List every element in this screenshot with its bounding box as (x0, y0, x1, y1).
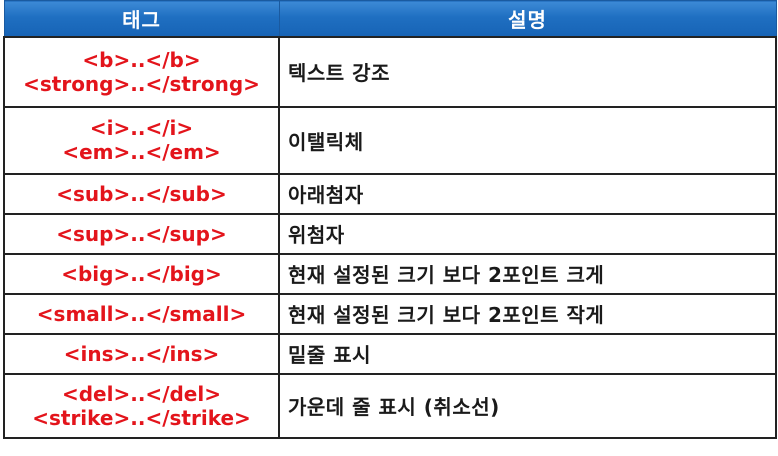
tag-code: <big>..</big> (61, 261, 222, 286)
tag-code: <sub>..</sub> (56, 181, 227, 206)
tag-code: <em>..</em> (62, 140, 221, 164)
table-body: <b>..</b> <strong>..</strong> 텍스트 강조 <i>… (3, 35, 777, 439)
tag-code: <sup>..</sup> (56, 221, 227, 246)
table-row: <ins>..</ins> 밑줄 표시 (3, 332, 777, 375)
description-cell: 밑줄 표시 (278, 332, 777, 375)
description-cell: 위첨자 (278, 212, 777, 255)
table-row: <i>..</i> <em>..</em> 이탤릭체 (3, 105, 777, 175)
description-cell: 현재 설정된 크기 보다 2포인트 크게 (278, 252, 777, 295)
tag-code: <ins>..</ins> (63, 341, 220, 366)
tag-code: <i>..</i> (89, 116, 194, 140)
tag-cell: <del>..</del> <strike>..</strike> (3, 372, 280, 439)
table-row: <b>..</b> <strong>..</strong> 텍스트 강조 (3, 35, 777, 108)
tag-cell: <i>..</i> <em>..</em> (3, 105, 280, 175)
description-cell: 현재 설정된 크기 보다 2포인트 작게 (278, 292, 777, 335)
description-cell: 이탤릭체 (278, 105, 777, 175)
tag-cell: <sub>..</sub> (3, 172, 280, 215)
tag-cell: <b>..</b> <strong>..</strong> (3, 35, 280, 108)
tag-code: <del>..</del> (61, 381, 221, 406)
description-cell: 가운데 줄 표시 (취소선) (278, 372, 777, 439)
tag-code: <strong>..</strong> (23, 71, 260, 96)
table-row: <del>..</del> <strike>..</strike> 가운데 줄 … (3, 372, 777, 439)
tag-cell: <small>..</small> (3, 292, 280, 335)
table-row: <big>..</big> 현재 설정된 크기 보다 2포인트 크게 (3, 252, 777, 295)
tag-code: <b>..</b> (82, 47, 201, 72)
header-tag: 태그 (3, 0, 280, 37)
tag-cell: <sup>..</sup> (3, 212, 280, 255)
tag-code: <strike>..</strike> (32, 405, 251, 430)
html-tag-table: 태그 설명 <b>..</b> <strong>..</strong> 텍스트 … (3, 0, 777, 439)
table-header: 태그 설명 (3, 0, 777, 37)
table-row: <small>..</small> 현재 설정된 크기 보다 2포인트 작게 (3, 292, 777, 335)
description-cell: 아래첨자 (278, 172, 777, 215)
table-row: <sup>..</sup> 위첨자 (3, 212, 777, 255)
tag-code: <small>..</small> (36, 301, 247, 326)
tag-cell: <ins>..</ins> (3, 332, 280, 375)
header-description: 설명 (278, 0, 777, 37)
header-row: 태그 설명 (3, 0, 777, 37)
description-cell: 텍스트 강조 (278, 35, 777, 108)
tag-cell: <big>..</big> (3, 252, 280, 295)
table-row: <sub>..</sub> 아래첨자 (3, 172, 777, 215)
